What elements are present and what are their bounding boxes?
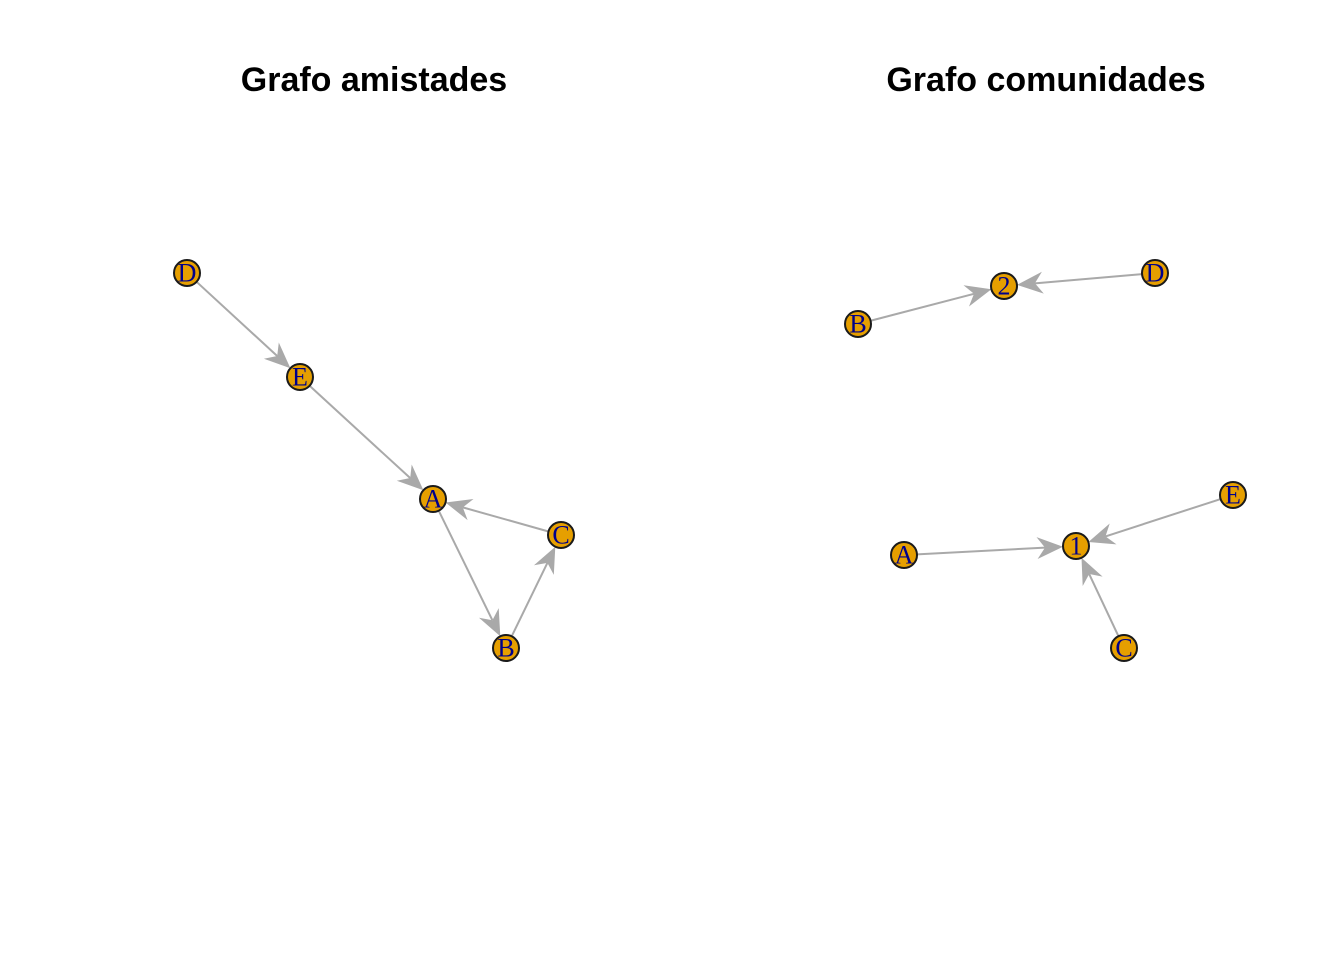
node-e: E [1219,481,1247,510]
node-circle [1110,634,1138,662]
edge-line [1088,573,1120,637]
node-label: B [849,310,866,339]
node-circle [890,541,918,569]
edge-line [1105,498,1221,538]
arrowhead-icon [1017,271,1044,294]
node-e: E [286,363,314,392]
edge-line [308,385,411,479]
edge-line [437,510,494,621]
arrowhead-icon [396,464,424,491]
node-label: 1 [1070,532,1083,561]
friendship-graph-title: Grafo amistades [241,61,507,99]
edge-c-to-1 [1081,557,1120,637]
arrowhead-icon [534,546,556,575]
community-graph-panel: Grafo comunidades 2 D B E 1 A C [844,61,1247,663]
arrowhead-icon [1088,523,1117,545]
node-a: A [419,485,447,514]
node-circle [1141,259,1169,287]
friendship-graph-edges [195,281,556,637]
community-graph-nodes: 2 D B E 1 A C [844,259,1247,663]
node-label: A [895,541,914,570]
edge-line [195,281,278,357]
edge-d-to-2 [1017,271,1143,294]
arrowhead-icon [445,499,474,521]
arrowhead-icon [963,285,992,307]
node-label: B [497,634,514,663]
node-c: C [547,521,575,550]
node-circle [419,485,447,513]
edge-a-to-b [437,510,501,637]
node-d: D [173,259,201,288]
edge-e-to-a [308,385,424,491]
node-d: D [1141,259,1169,288]
edge-line [870,292,975,322]
node-label: E [1225,481,1241,510]
node-1: 1 [1062,532,1090,561]
node-circle [286,363,314,391]
friendship-graph-nodes: D E A C B [173,259,575,663]
node-label: A [424,485,443,514]
node-circle [1219,481,1247,509]
arrowhead-icon [1081,557,1103,586]
arrowhead-icon [263,342,291,369]
node-c: C [1110,634,1138,663]
arrowhead-icon [1036,537,1063,559]
edge-c-to-a [445,499,549,533]
edge-line [462,506,549,533]
node-label: C [552,521,569,550]
edge-d-to-e [195,281,291,369]
node-circle [990,272,1018,300]
edge-b-to-c [510,546,556,637]
node-label: D [1146,259,1165,288]
arrowhead-icon [479,608,501,637]
edge-line [916,546,1046,556]
node-b: B [844,310,872,339]
node-b: B [492,634,520,663]
friendship-graph-panel: Grafo amistades D E A C B [173,61,575,663]
edge-line [1034,273,1143,285]
node-label: 2 [998,272,1011,301]
edge-e-to-1 [1088,498,1221,545]
node-circle [844,310,872,338]
node-label: E [292,363,308,392]
node-circle [1062,532,1090,560]
node-a: A [890,541,918,570]
node-circle [547,521,575,549]
community-graph-edges [870,271,1221,637]
node-2: 2 [990,272,1018,301]
edge-b-to-2 [870,285,992,322]
community-graph-title: Grafo comunidades [886,61,1205,99]
edge-a-to-1 [916,537,1063,559]
edge-line [510,562,549,637]
node-label: C [1115,634,1132,663]
node-circle [173,259,201,287]
node-label: D [178,259,197,288]
node-circle [492,634,520,662]
